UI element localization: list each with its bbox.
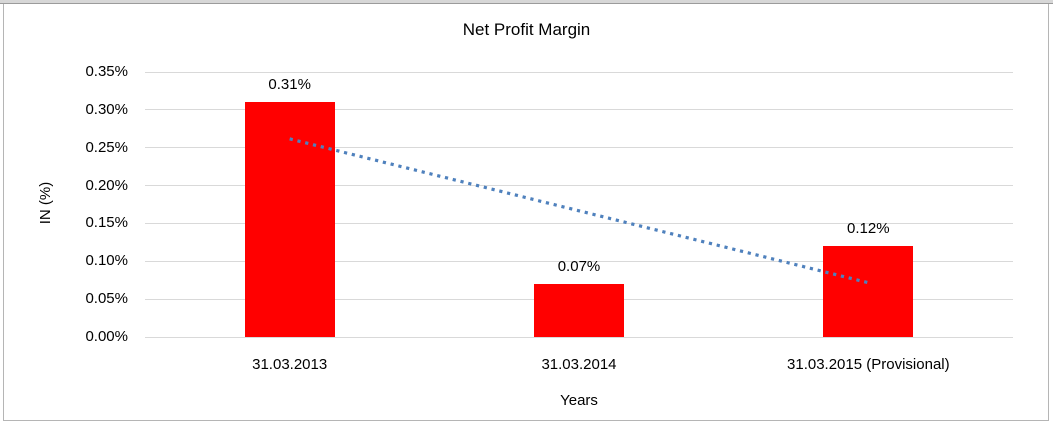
y-tick-label: 0.15% [85, 214, 128, 232]
x-tick-label: 31.03.2013 [252, 356, 328, 373]
x-axis-title: Years [560, 392, 598, 409]
y-tick-label: 0.05% [85, 290, 128, 308]
bar-data-label: 0.12% [847, 220, 890, 238]
bar [534, 284, 624, 337]
plot-area: 0.31% 0.07% 0.12% [145, 71, 1013, 338]
trendline [289, 137, 869, 285]
y-tick-label: 0.30% [85, 100, 128, 118]
gridline [145, 71, 1013, 73]
bar-data-label: 0.31% [268, 76, 311, 94]
gridline [145, 185, 1013, 187]
window-top-band [0, 0, 1053, 4]
gridline [145, 260, 1013, 262]
gridline [145, 336, 1013, 338]
bar [244, 102, 335, 337]
gridline [145, 147, 1013, 149]
gridline [145, 109, 1013, 111]
bar [823, 246, 914, 337]
y-tick-label: 0.25% [85, 138, 128, 156]
y-tick-label: 0.35% [85, 63, 128, 80]
x-tick-label: 31.03.2014 [541, 356, 617, 373]
y-tick-label: 0.20% [85, 176, 128, 194]
gridline [145, 222, 1013, 224]
y-tick-label: 0.10% [85, 252, 128, 270]
x-tick-label: 31.03.2015 (Provisional) [787, 356, 950, 373]
chart-title: Net Profit Margin [462, 20, 591, 39]
y-axis-title: IN (%) [37, 181, 54, 225]
bar-data-label: 0.07% [557, 258, 601, 275]
y-tick-label: 0.00% [85, 328, 128, 345]
